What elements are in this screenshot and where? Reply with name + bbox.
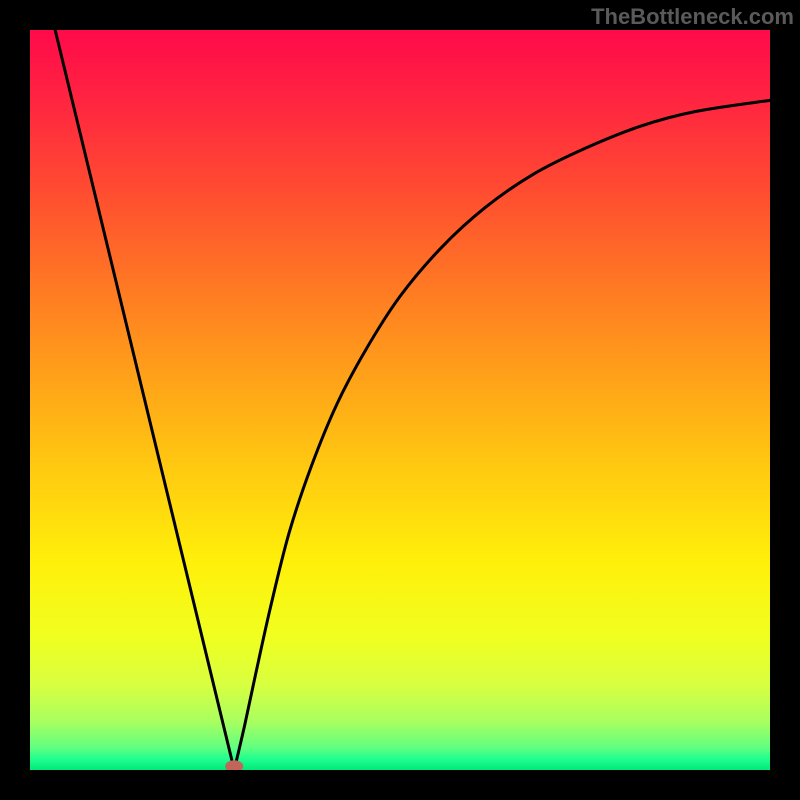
plot-area bbox=[30, 30, 770, 770]
curve-right-segment bbox=[234, 100, 770, 770]
attribution-label: TheBottleneck.com bbox=[591, 4, 794, 30]
bottleneck-curve bbox=[30, 30, 770, 770]
optimum-marker bbox=[225, 760, 243, 770]
curve-left-segment bbox=[55, 30, 234, 770]
